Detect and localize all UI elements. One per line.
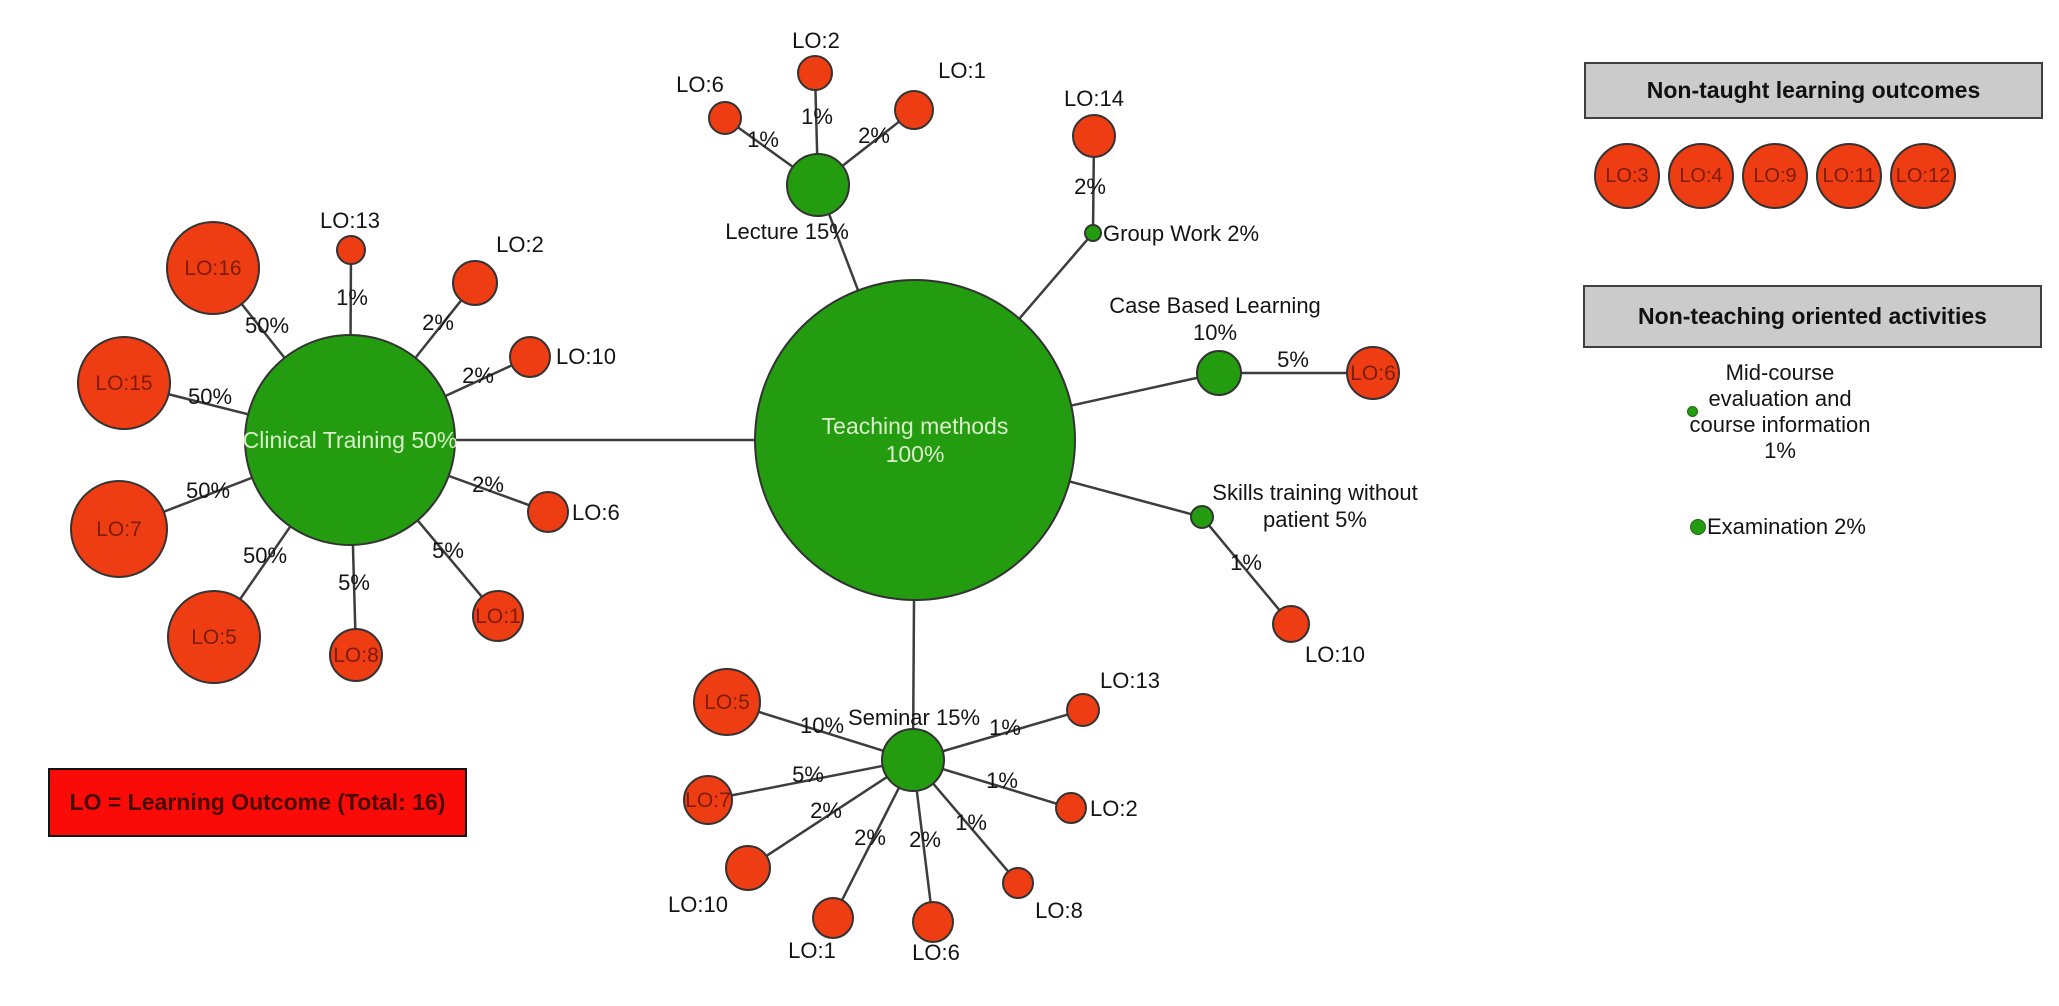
- node-ct-lo2: [453, 261, 497, 305]
- label-sem-lo5: LO:5: [704, 691, 750, 714]
- examination-item: Examination 2%: [1690, 514, 1866, 540]
- edge-label-skills-training-st-lo10: 1%: [1230, 550, 1262, 575]
- label-sem-lo8: LO:8: [1035, 898, 1083, 923]
- label-sem-lo13: LO:13: [1100, 668, 1160, 693]
- node-st-lo10: [1273, 606, 1309, 642]
- label-ct-lo6: LO:6: [572, 500, 620, 525]
- label-sem-lo6: LO:6: [912, 940, 960, 965]
- label-sem-lo2: LO:2: [1090, 796, 1138, 821]
- label-cbl-lo6: LO:6: [1350, 362, 1396, 385]
- node-case-based-learning: [1197, 351, 1241, 395]
- non-taught-lo4: LO:4: [1668, 143, 1734, 209]
- label-ct-lo7: LO:7: [96, 518, 142, 541]
- edge-label-seminar-sem-lo1: 2%: [854, 825, 886, 850]
- node-sem-lo10: [726, 846, 770, 890]
- label-ct-lo1: LO:1: [475, 605, 521, 628]
- node-skills-training: [1191, 506, 1213, 528]
- node-ct-lo13: [337, 236, 365, 264]
- edge-label-seminar-sem-lo13: 1%: [989, 715, 1021, 740]
- node-lec-lo2: [798, 56, 832, 90]
- legend-box: LO = Learning Outcome (Total: 16): [48, 768, 467, 837]
- node-group-work: [1085, 225, 1101, 241]
- edge-label-clinical-training-ct-lo6: 2%: [472, 472, 504, 497]
- node-sem-lo8: [1003, 868, 1033, 898]
- edge-label-seminar-sem-lo7: 5%: [792, 762, 824, 787]
- edge-label-clinical-training-ct-lo8: 5%: [338, 570, 370, 595]
- node-lec-lo1: [895, 91, 933, 129]
- edge-label-group-work-gw-lo14: 2%: [1074, 174, 1106, 199]
- edge-label-clinical-training-ct-lo2: 2%: [422, 310, 454, 335]
- label-lec-lo2: LO:2: [792, 28, 840, 53]
- non-taught-lo12: LO:12: [1890, 143, 1956, 209]
- node-ct-lo10: [510, 337, 550, 377]
- node-sem-lo2: [1056, 793, 1086, 823]
- label-ct-lo2: LO:2: [496, 232, 544, 257]
- mid-course-line: Mid-course: [1650, 360, 1910, 386]
- node-ct-lo6: [528, 492, 568, 532]
- label-ct-lo13: LO:13: [320, 208, 380, 233]
- mid-course-line: 1%: [1650, 438, 1910, 464]
- label-lec-lo1: LO:1: [938, 58, 986, 83]
- label-sem-lo1: LO:1: [788, 938, 836, 963]
- edge-label-seminar-sem-lo2: 1%: [986, 768, 1018, 793]
- edge-label-clinical-training-ct-lo10: 2%: [462, 363, 494, 388]
- edge-label-seminar-sem-lo6: 2%: [909, 827, 941, 852]
- edge-label-seminar-sem-lo5: 10%: [800, 713, 844, 738]
- non-taught-lo11: LO:11: [1816, 143, 1882, 209]
- label-sem-lo10: LO:10: [668, 892, 728, 917]
- edge-label-clinical-training-ct-lo1: 5%: [432, 538, 464, 563]
- non-teaching-header: Non-teaching oriented activities: [1583, 285, 2042, 348]
- edge-teaching-methods-group-work: [1019, 239, 1087, 319]
- edge-label-clinical-training-ct-lo7: 50%: [186, 478, 230, 503]
- examination-label: Examination 2%: [1707, 514, 1866, 540]
- node-seminar: [882, 729, 944, 791]
- edge-label-lecture-lec-lo6: 1%: [747, 127, 779, 152]
- node-gw-lo14: [1073, 115, 1115, 157]
- edge-teaching-methods-case-based-learning: [1071, 378, 1197, 406]
- edge-label-clinical-training-ct-lo15: 50%: [188, 384, 232, 409]
- label-st-lo10: LO:10: [1305, 642, 1365, 667]
- node-lec-lo6: [709, 102, 741, 134]
- node-lecture: [787, 154, 849, 216]
- mid-course-item: Mid-course evaluation and course informa…: [1650, 360, 1910, 464]
- label-ct-lo10: LO:10: [556, 344, 616, 369]
- non-taught-lo3: LO:3: [1594, 143, 1660, 209]
- label-ct-lo8: LO:8: [333, 644, 379, 667]
- edge-label-clinical-training-ct-lo13: 1%: [336, 285, 368, 310]
- node-teaching-methods: [755, 280, 1075, 600]
- label-lecture: Lecture 15%: [725, 219, 849, 244]
- examination-dot-icon: [1690, 519, 1706, 535]
- edge-teaching-methods-skills-training: [1070, 481, 1192, 514]
- node-sem-lo6: [913, 902, 953, 942]
- label-ct-lo5: LO:5: [191, 626, 237, 649]
- label-sem-lo7: LO:7: [685, 789, 731, 812]
- label-seminar: Seminar 15%: [848, 705, 980, 730]
- edge-label-seminar-sem-lo10: 2%: [810, 798, 842, 823]
- label-group-work: Group Work 2%: [1103, 221, 1259, 246]
- edge-label-lecture-lec-lo1: 2%: [858, 123, 890, 148]
- edge-label-clinical-training-ct-lo5: 50%: [243, 543, 287, 568]
- label-ct-lo16: LO:16: [184, 257, 241, 280]
- node-sem-lo1: [813, 898, 853, 938]
- non-taught-lo9: LO:9: [1742, 143, 1808, 209]
- non-taught-header: Non-taught learning outcomes: [1584, 62, 2043, 119]
- edge-label-lecture-lec-lo2: 1%: [801, 104, 833, 129]
- node-sem-lo13: [1067, 694, 1099, 726]
- label-clinical-training: Clinical Training 50%: [243, 427, 458, 453]
- edge-label-clinical-training-ct-lo16: 50%: [245, 313, 289, 338]
- label-ct-lo15: LO:15: [95, 372, 152, 395]
- label-lec-lo6: LO:6: [676, 72, 724, 97]
- label-gw-lo14: LO:14: [1064, 86, 1124, 111]
- edge-label-seminar-sem-lo8: 1%: [955, 810, 987, 835]
- mid-course-dot-icon: [1687, 406, 1698, 417]
- edge-label-case-based-learning-cbl-lo6: 5%: [1277, 347, 1309, 372]
